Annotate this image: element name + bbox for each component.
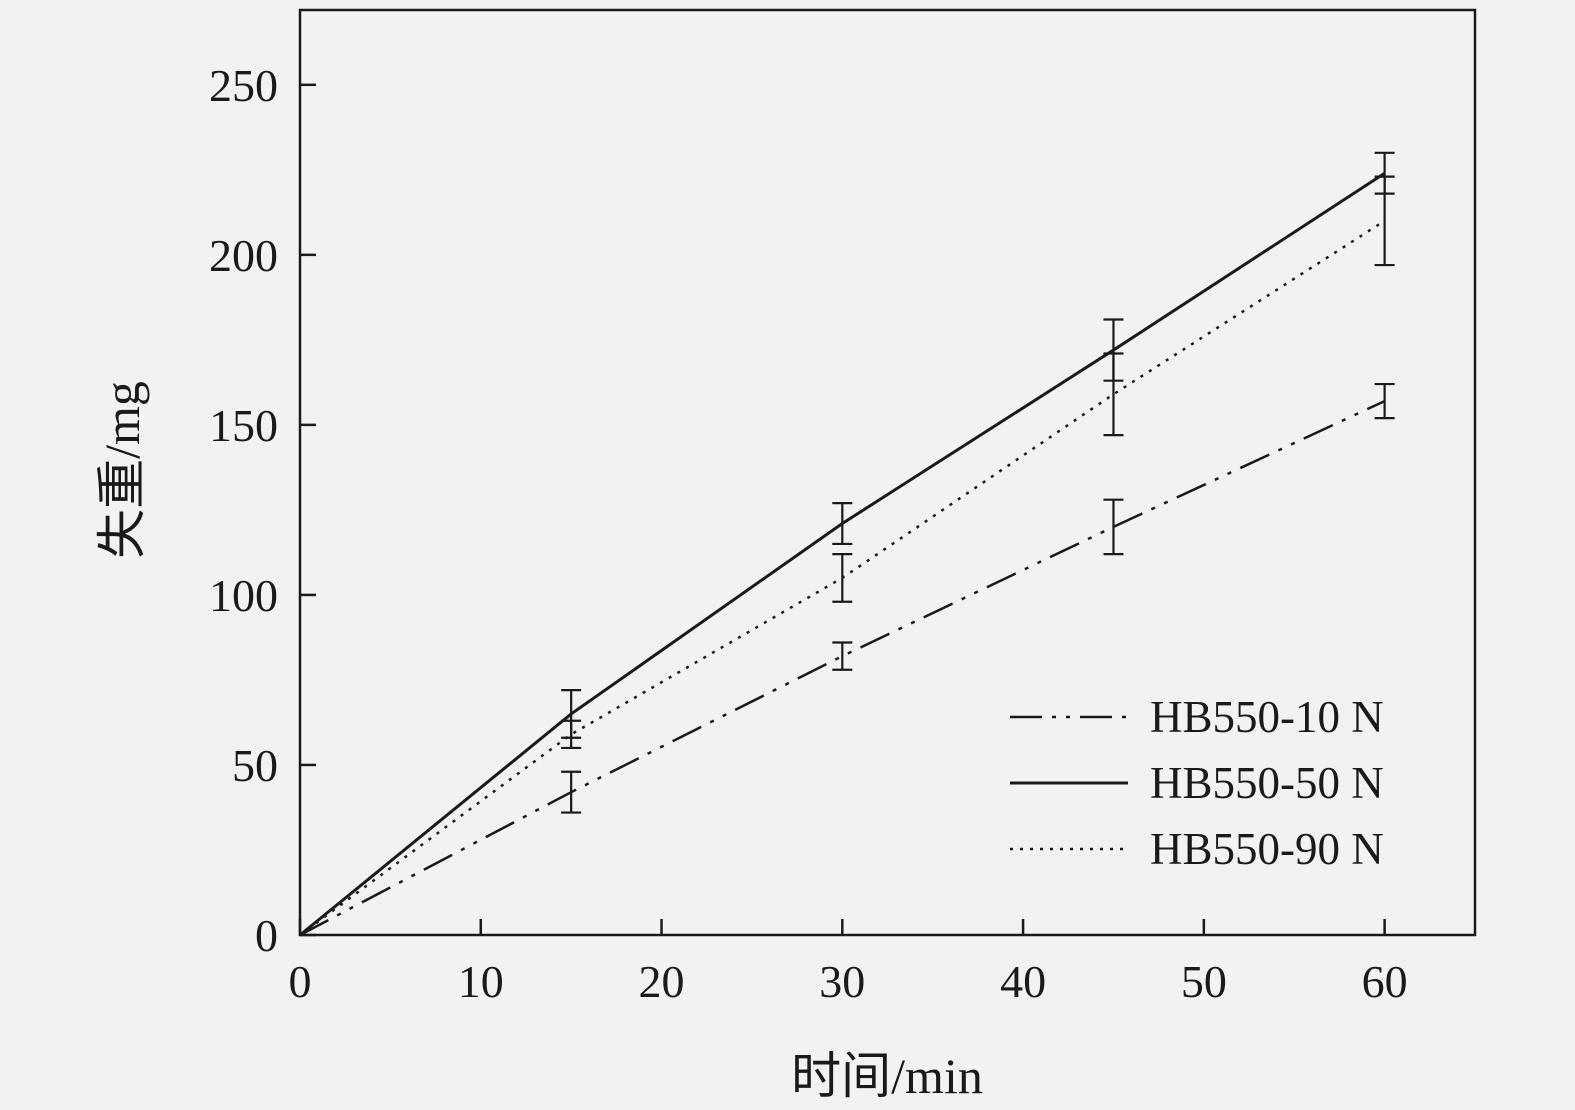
svg-text:0: 0: [255, 910, 278, 961]
dashdotdot-line-sample-icon: [1010, 715, 1128, 719]
legend-item-hb550-10n: HB550-10 N: [1008, 688, 1384, 746]
svg-text:30: 30: [819, 956, 865, 1007]
legend-label: HB550-50 N: [1150, 757, 1384, 808]
svg-text:250: 250: [209, 60, 278, 111]
svg-text:100: 100: [209, 570, 278, 621]
legend-label: HB550-90 N: [1150, 823, 1384, 874]
svg-text:50: 50: [232, 740, 278, 791]
legend-item-hb550-90n: HB550-90 N: [1008, 820, 1384, 878]
svg-text:0: 0: [289, 956, 312, 1007]
svg-text:10: 10: [458, 956, 504, 1007]
x-axis-title: 时间/min: [791, 1048, 983, 1104]
svg-text:40: 40: [1000, 956, 1046, 1007]
y-axis-title: 失重/mg: [94, 381, 150, 559]
legend: HB550-10 N HB550-50 N HB550-90 N: [1008, 688, 1384, 878]
solid-line-sample-icon: [1010, 781, 1128, 785]
legend-item-hb550-50n: HB550-50 N: [1008, 754, 1384, 812]
legend-label: HB550-10 N: [1150, 691, 1384, 742]
svg-text:20: 20: [639, 956, 685, 1007]
svg-text:60: 60: [1362, 956, 1408, 1007]
dotted-line-sample-icon: [1010, 847, 1128, 851]
svg-text:200: 200: [209, 230, 278, 281]
svg-text:50: 50: [1181, 956, 1227, 1007]
svg-text:150: 150: [209, 400, 278, 451]
